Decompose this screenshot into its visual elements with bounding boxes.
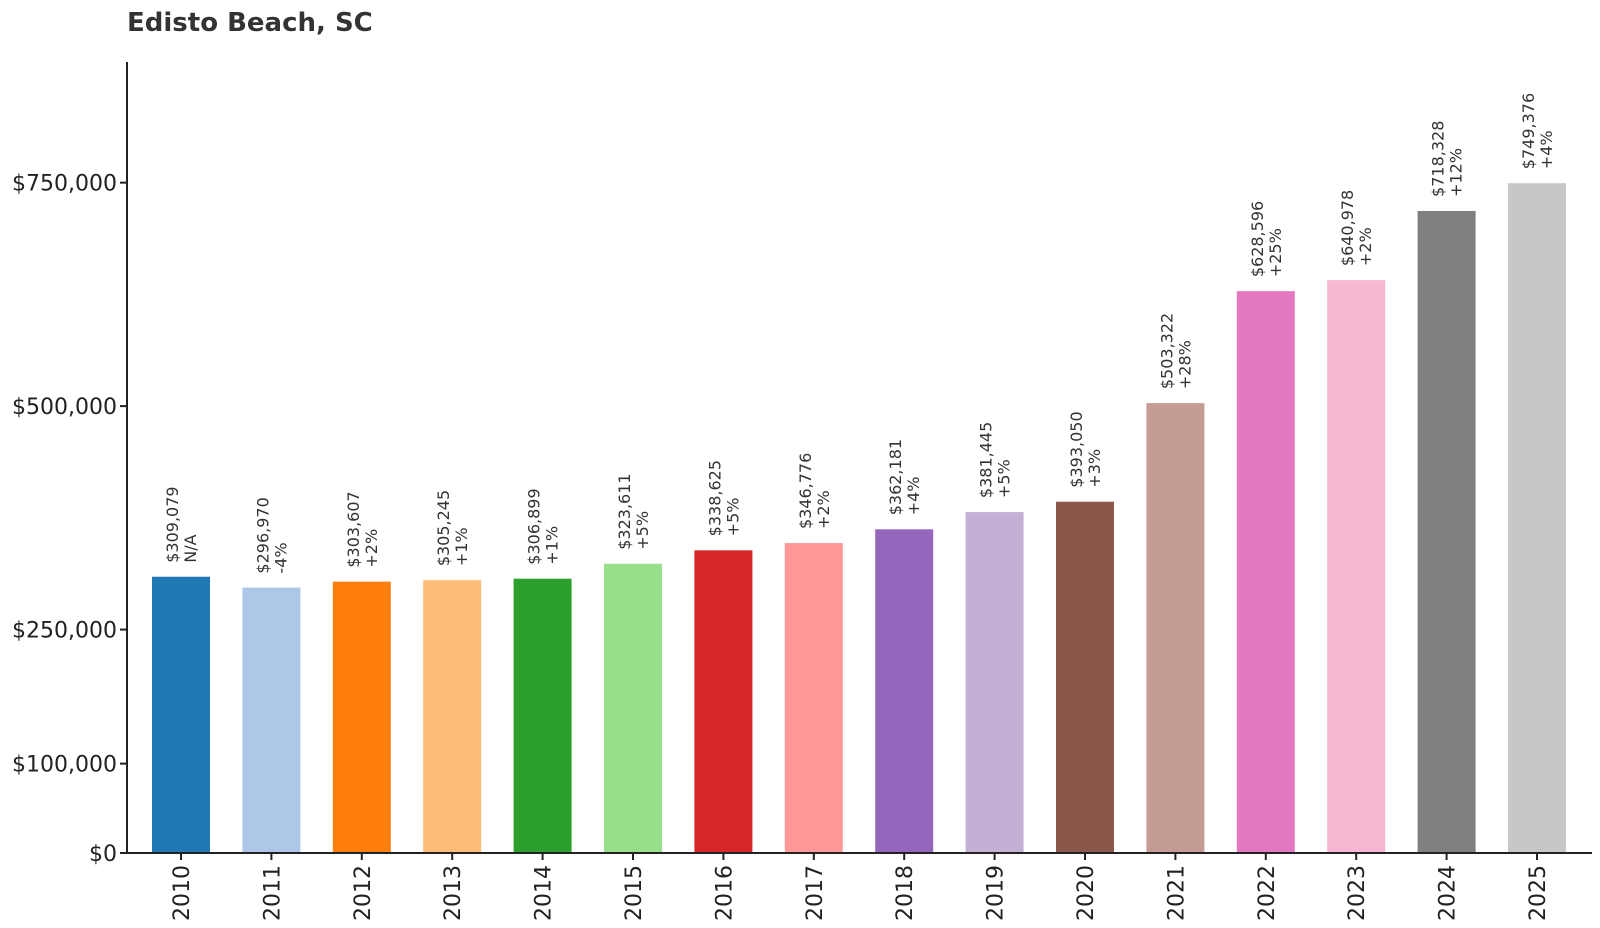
x-tick-label: 2013 bbox=[441, 865, 466, 921]
x-tick-label: 2015 bbox=[622, 865, 647, 921]
y-tick-label: $250,000 bbox=[12, 619, 117, 644]
bar-2022 bbox=[1236, 291, 1295, 853]
bar-value-label: $346,776 bbox=[796, 453, 815, 529]
bar-change-label: +5% bbox=[995, 459, 1014, 498]
x-tick-label: 2024 bbox=[1436, 865, 1461, 921]
bar-value-label: $306,899 bbox=[525, 488, 544, 564]
x-tick-label: 2014 bbox=[532, 865, 557, 921]
bar-2025 bbox=[1508, 183, 1566, 853]
bar-2024 bbox=[1417, 210, 1476, 853]
x-tick-label: 2021 bbox=[1164, 865, 1189, 921]
bar-value-label: $749,376 bbox=[1519, 93, 1538, 169]
x-axis-ticks: 2010 2011 2012 2013 2014 2015 2016 2017 2018 2019… bbox=[170, 853, 1551, 921]
bar-change-label: +2% bbox=[814, 490, 833, 529]
bar-change-label: +1% bbox=[543, 526, 562, 565]
bar-2014 bbox=[513, 578, 572, 853]
bar-labels: $309,079 N/A $296,970 -4% $303,607 +2% $305,24… bbox=[163, 93, 1556, 574]
bar-change-label: +1% bbox=[452, 527, 471, 566]
bar-value-label: $381,445 bbox=[977, 422, 996, 498]
x-tick-label: 2018 bbox=[893, 865, 918, 921]
bar-2017 bbox=[784, 543, 843, 853]
bar-2015 bbox=[604, 563, 662, 853]
bar-change-label: +4% bbox=[904, 476, 923, 515]
bar-value-label: $503,322 bbox=[1157, 313, 1176, 389]
y-tick-label: $500,000 bbox=[12, 395, 117, 420]
bars bbox=[152, 183, 1566, 853]
bar-value-label: $323,611 bbox=[615, 473, 634, 549]
bar-2010 bbox=[152, 576, 210, 853]
chart-title: Edisto Beach, SC bbox=[127, 8, 373, 38]
bar-value-label: $393,050 bbox=[1067, 411, 1086, 487]
bar-value-label: $305,245 bbox=[434, 490, 453, 566]
bar-value-label: $718,328 bbox=[1429, 121, 1448, 197]
bar-value-label: $338,625 bbox=[705, 460, 724, 536]
bar-change-label: +25% bbox=[1266, 228, 1285, 277]
bar-2019 bbox=[965, 512, 1024, 853]
bar-2018 bbox=[875, 529, 934, 853]
bar-change-label: N/A bbox=[181, 534, 200, 562]
bar-change-label: +3% bbox=[1085, 449, 1104, 488]
bar-change-label: +2% bbox=[362, 529, 381, 568]
x-tick-label: 2011 bbox=[260, 865, 285, 921]
x-tick-label: 2025 bbox=[1526, 865, 1551, 921]
bar-2016 bbox=[694, 550, 753, 853]
x-tick-label: 2016 bbox=[712, 865, 737, 921]
bar-change-label: +5% bbox=[723, 498, 742, 537]
x-tick-label: 2022 bbox=[1255, 865, 1280, 921]
bar-change-label: +12% bbox=[1447, 148, 1466, 197]
bar-2011 bbox=[242, 587, 301, 853]
bar-value-label: $303,607 bbox=[344, 491, 363, 567]
y-axis-ticks: $0 $100,000 $250,000 $500,000 $750,000 bbox=[12, 172, 127, 867]
x-tick-label: 2010 bbox=[170, 865, 195, 921]
bar-2023 bbox=[1327, 280, 1386, 853]
bar-change-label: +2% bbox=[1356, 227, 1375, 266]
y-tick-label: $750,000 bbox=[12, 172, 117, 197]
bar-change-label: +5% bbox=[633, 511, 652, 550]
bar-2020 bbox=[1056, 501, 1114, 853]
bar-change-label: -4% bbox=[271, 542, 290, 573]
bar-change-label: +28% bbox=[1175, 340, 1194, 389]
x-tick-label: 2023 bbox=[1345, 865, 1370, 921]
bar-value-label: $362,181 bbox=[886, 439, 905, 515]
x-tick-label: 2019 bbox=[984, 865, 1009, 921]
bar-value-label: $640,978 bbox=[1338, 190, 1357, 266]
bar-2021 bbox=[1146, 403, 1205, 853]
bar-value-label: $309,079 bbox=[163, 486, 182, 562]
bar-2012 bbox=[332, 581, 391, 853]
bar-value-label: $296,970 bbox=[253, 497, 272, 573]
x-tick-label: 2020 bbox=[1074, 865, 1099, 921]
bar-2013 bbox=[423, 580, 482, 853]
bar-change-label: +4% bbox=[1537, 130, 1556, 169]
y-tick-label: $0 bbox=[89, 842, 117, 867]
y-tick-label: $100,000 bbox=[12, 753, 117, 778]
x-tick-label: 2017 bbox=[803, 865, 828, 921]
bar-value-label: $628,596 bbox=[1248, 201, 1267, 277]
x-tick-label: 2012 bbox=[351, 865, 376, 921]
